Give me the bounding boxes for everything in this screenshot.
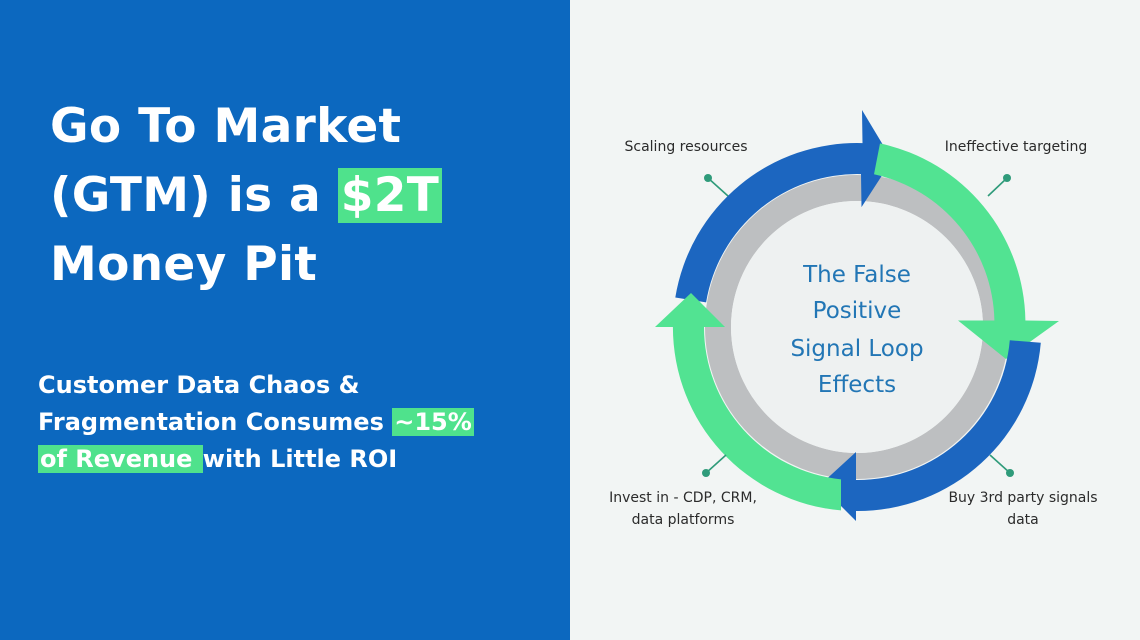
subhead-percent-highlight: ~15%: [392, 408, 474, 436]
loop-arrow-green-bottom: [655, 293, 841, 511]
label-buy-signals-line-2: data: [1007, 512, 1039, 528]
label-invest-line-2: data platforms: [632, 512, 735, 528]
connector-dot-top-right: [1003, 174, 1011, 182]
signal-loop-diagram: The False Positive Signal Loop Effects S…: [609, 110, 1098, 528]
label-invest-line-1: Invest in - CDP, CRM,: [609, 490, 757, 506]
headline-highlight: $2T: [337, 168, 443, 223]
connector-dot-bottom-right: [1006, 469, 1014, 477]
subhead-line-1: Customer Data Chaos &: [38, 371, 360, 399]
subheadline: Customer Data Chaos & Fragmentation Cons…: [38, 367, 558, 478]
connector-dot-bottom-left: [702, 469, 710, 477]
connector-bottom-right: [989, 454, 1011, 474]
label-buy-signals-line-1: Buy 3rd party signals: [948, 490, 1097, 506]
headline-line-1: Go To Market: [50, 99, 402, 154]
connector-bottom-left: [705, 454, 727, 474]
subhead-line-2-text: Fragmentation Consumes: [38, 408, 393, 436]
center-text-line-4: Effects: [818, 372, 896, 398]
connector-dot-top-left: [704, 174, 712, 182]
loop-arrow-green-top: [874, 143, 1059, 359]
label-ineffective-targeting: Ineffective targeting: [945, 139, 1088, 155]
center-text-line-3: Signal Loop: [790, 336, 923, 362]
center-text-line-1: The False: [802, 262, 911, 288]
left-panel: [0, 0, 570, 640]
label-connectors: [702, 174, 1014, 477]
subhead-revenue-highlight: of Revenue: [38, 445, 203, 473]
subhead-line-3-text: with Little ROI: [202, 445, 398, 473]
subhead-line-2: Fragmentation Consumes ~15%: [38, 404, 558, 441]
headline-line-3: Money Pit: [50, 237, 318, 292]
subhead-line-3: of Revenue with Little ROI: [38, 441, 558, 478]
loop-arrow-blue-top: [675, 110, 892, 303]
headline: Go To Market (GTM) is a $2T Money Pit: [50, 92, 550, 299]
headline-line-2-text: (GTM) is a: [50, 168, 338, 223]
center-text-line-2: Positive: [813, 298, 902, 324]
center-disc: [731, 201, 983, 453]
connector-top-right: [987, 177, 1008, 197]
connector-top-left: [707, 177, 729, 197]
loop-arrow-blue-bottom: [820, 340, 1041, 521]
headline-line-2: (GTM) is a $2T: [50, 161, 550, 230]
label-scaling-resources: Scaling resources: [625, 139, 748, 155]
